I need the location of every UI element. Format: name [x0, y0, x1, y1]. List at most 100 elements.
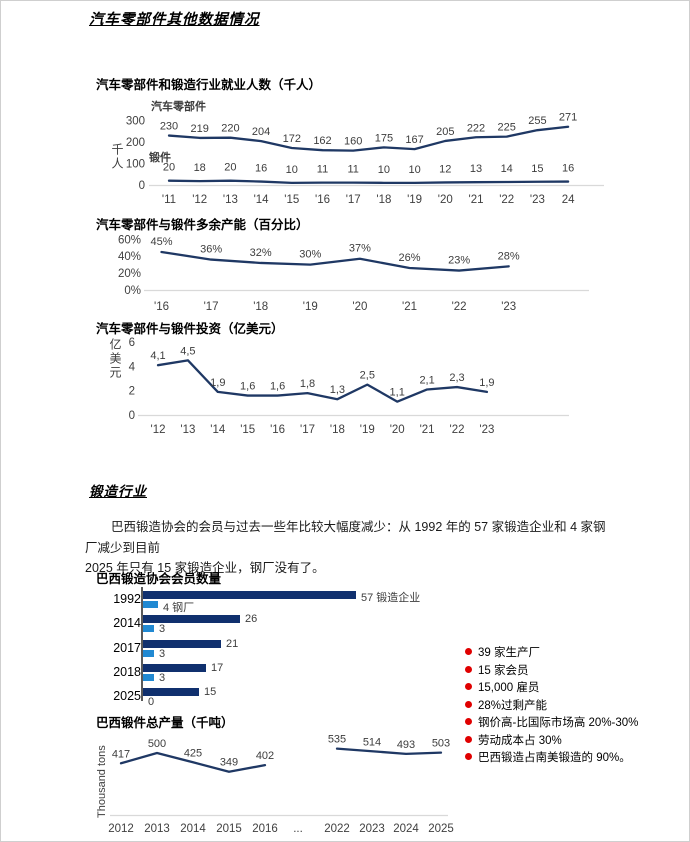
x-tick-label: 2024	[393, 823, 419, 835]
data-label: 503	[432, 738, 450, 750]
y-tick-label: 40%	[118, 251, 141, 263]
data-label: 14	[501, 163, 513, 175]
bar-value-label: 3	[159, 623, 166, 635]
data-label: 425	[184, 747, 202, 759]
capacity-plot-area: 60% 40% 20% 0% '16 '17 '18 '19 '20 '21 '22 '23 45% 36…	[118, 234, 589, 313]
x-tick-label: '23	[530, 194, 545, 206]
investment-y-axis-unit-label: 亿美元	[108, 338, 122, 380]
data-label: 16	[255, 163, 267, 175]
data-label: 11	[317, 164, 328, 176]
data-label: 10	[378, 164, 390, 176]
bar-value-label: 26	[245, 613, 258, 625]
list-item-text: 劳动成本占 30%	[478, 734, 562, 747]
data-label: 20	[224, 162, 236, 174]
x-tick-label: '13	[180, 424, 195, 436]
x-tick-label: ...	[293, 823, 303, 835]
x-tick-label: '18	[376, 194, 391, 206]
series-line	[167, 179, 570, 184]
x-tick-label: '19	[360, 424, 375, 436]
data-label: 255	[528, 115, 546, 127]
x-tick-label: '17	[300, 424, 315, 436]
y-tick-label: 0	[129, 410, 135, 422]
data-label: 2,5	[360, 370, 375, 382]
investment-chart-title: 汽车零部件与锻件投资（亿美元）	[96, 322, 284, 336]
y-tick-label: 2	[129, 386, 135, 398]
legend-forgings: 锻件	[149, 152, 171, 164]
data-label: 493	[397, 739, 415, 751]
bullet-icon	[465, 753, 472, 760]
data-label: 219	[191, 123, 209, 135]
section-heading-forging-industry: 锻造行业	[89, 484, 147, 499]
bullet-icon	[465, 683, 472, 690]
series-line	[156, 359, 489, 403]
x-tick-label: '17	[204, 301, 219, 313]
bar-steel-plants	[143, 650, 154, 657]
y-tick-label: 20%	[118, 268, 141, 280]
y-tick-label: 100	[126, 159, 145, 171]
data-label: 535	[328, 734, 346, 746]
x-tick-label: 2022	[324, 823, 350, 835]
x-tick-label: '22	[450, 424, 465, 436]
page-title: 汽车零部件其他数据情况	[89, 12, 260, 28]
bar-steel-plants	[143, 601, 158, 608]
category-label: 2014	[113, 616, 141, 630]
data-label: 514	[363, 736, 381, 748]
x-tick-label: '15	[284, 194, 299, 206]
data-label: 2,1	[419, 374, 434, 386]
data-label: 1,9	[479, 377, 494, 389]
x-tick-label: 2025	[428, 823, 454, 835]
x-tick-label: 2015	[216, 823, 242, 835]
bar-value-label: 15	[204, 686, 217, 698]
x-tick-label: '16	[270, 424, 285, 436]
x-tick-label: '22	[499, 194, 514, 206]
bullet-icon	[465, 648, 472, 655]
capacity-chart-title: 汽车零部件与锻件多余产能（百分比）	[96, 218, 309, 232]
data-label: 162	[313, 135, 331, 147]
category-label: 1992	[113, 592, 141, 606]
y-tick-label: 300	[126, 116, 145, 128]
data-label: 1,6	[240, 381, 255, 393]
bar-forging-companies	[143, 688, 199, 696]
y-tick-label: 200	[126, 137, 145, 149]
bar-value-label: 21	[226, 638, 239, 650]
data-label: 4,5	[180, 345, 195, 357]
x-tick-label: '16	[154, 301, 169, 313]
capacity-chart: 60% 40% 20% 0% '16 '17 '18 '19 '20 '21 '22 '23 45% 36…	[99, 229, 611, 313]
bar-steel-plants	[143, 674, 154, 681]
x-tick-label: '13	[223, 194, 238, 206]
data-label: 160	[344, 136, 362, 148]
bar-forging-companies	[143, 664, 206, 672]
series-line	[119, 751, 267, 773]
x-tick-label: '19	[303, 301, 318, 313]
y-tick-label: 0	[139, 180, 145, 192]
paragraph-line-2: 2025 年只有 15 家锻造企业，钢厂没有了。	[85, 561, 325, 575]
data-label: 167	[405, 134, 423, 146]
data-label: 2,3	[449, 372, 464, 384]
data-label: 12	[439, 163, 451, 175]
data-label: 16	[562, 163, 574, 175]
bullet-icon	[465, 700, 472, 708]
x-tick-label: 2023	[359, 823, 385, 835]
x-tick-label: 2013	[144, 823, 170, 835]
data-label: 222	[467, 122, 485, 134]
employment-y-axis-unit-label: 千人	[110, 143, 124, 171]
legend-auto-parts: 汽车零部件	[151, 101, 206, 113]
x-tick-label: '23	[479, 424, 494, 436]
bar-forging-companies	[143, 591, 356, 599]
data-label: 10	[408, 164, 420, 176]
list-item: 15 家会员	[465, 663, 638, 681]
investment-plot-area: 6 4 2 0 '12 '13 '14 '15 '16 '17 '18 '19 '20 '21 '22 '23…	[129, 337, 569, 436]
series-line	[167, 125, 570, 152]
x-tick-label: '18	[330, 424, 345, 436]
x-tick-label: '21	[469, 194, 484, 206]
category-label: 2018	[113, 665, 141, 679]
production-plot-area: 2012 2013 2014 2015 2016... 2022 2023 2024 2025 4…	[108, 734, 454, 835]
bullet-icon	[465, 735, 472, 743]
data-label: 230	[160, 121, 178, 133]
data-label: 32%	[250, 247, 272, 259]
bar-value-label: 57 锻造企业	[361, 592, 421, 604]
data-label: 10	[286, 164, 298, 176]
x-tick-label: '21	[402, 301, 417, 313]
y-tick-label: 60%	[118, 234, 141, 246]
